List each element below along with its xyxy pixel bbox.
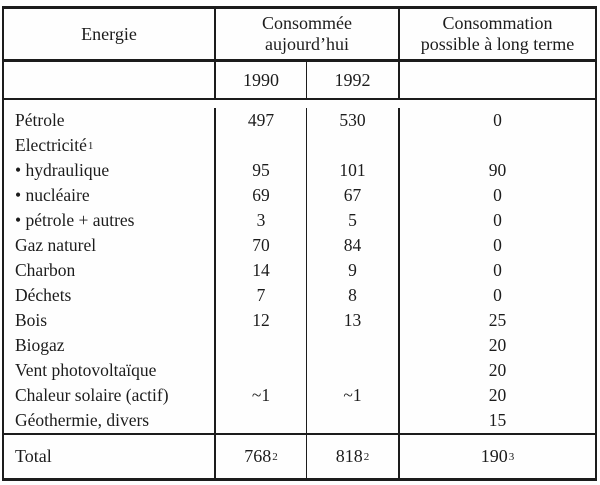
- header-energie: Energie: [4, 9, 216, 59]
- value-1990: [216, 358, 307, 383]
- value-long-term: 0: [493, 285, 502, 305]
- value-long-term: 0: [493, 210, 502, 230]
- header-consommation-possible: Consommation possible à long terme: [400, 9, 595, 59]
- row-label: Electricité: [15, 135, 87, 155]
- value-long-term: 20: [488, 335, 507, 355]
- value-1992: [307, 358, 400, 383]
- header-possible-line1: Consommation: [442, 13, 553, 33]
- value-1992: [307, 333, 400, 358]
- table-body: Pétrole 497 530 0 Electricité 1 • hydraul…: [4, 100, 595, 435]
- value-1990: 12: [216, 308, 307, 333]
- table-row-electricite: Electricité 1: [4, 133, 595, 158]
- value-long-term: 20: [488, 360, 507, 380]
- row-label: Biogaz: [15, 335, 65, 355]
- row-label: Bois: [15, 310, 48, 330]
- row-label: Géothermie, divers: [15, 410, 150, 430]
- row-label: Charbon: [15, 260, 76, 280]
- value-1990: 95: [216, 158, 307, 183]
- header-consommee-line1: Consommée: [262, 13, 352, 33]
- value-1990: 3: [216, 208, 307, 233]
- value-1992: 13: [307, 308, 400, 333]
- table-year-row: 1990 1992: [4, 62, 595, 100]
- table-total-row: Total 768 2 818 2 190 3: [4, 435, 595, 478]
- value-long-term: 0: [493, 185, 502, 205]
- value-long-term: 20: [488, 385, 507, 405]
- table-header-row: Energie Consommée aujourd’hui Consommati…: [4, 9, 595, 62]
- value-long-term: 25: [488, 310, 507, 330]
- value-1992: ~1: [307, 383, 400, 408]
- value-1990: 497: [216, 108, 307, 133]
- row-label: • hydraulique: [15, 160, 110, 180]
- value-1990: [216, 133, 307, 158]
- row-label: • nucléaire: [15, 185, 90, 205]
- value-1990: 70: [216, 233, 307, 258]
- year-row-empty-right: [400, 62, 595, 98]
- value-long-term: 0: [493, 260, 502, 280]
- value-1992: 9: [307, 258, 400, 283]
- value-1990: 69: [216, 183, 307, 208]
- total-long-term: 190 3: [480, 446, 515, 466]
- value-1992: 67: [307, 183, 400, 208]
- value-1990: 14: [216, 258, 307, 283]
- total-1990: 768 2: [216, 435, 307, 478]
- header-consommee-aujourdhui: Consommée aujourd’hui: [216, 9, 400, 59]
- energy-consumption-table: Energie Consommée aujourd’hui Consommati…: [2, 6, 597, 481]
- value-1992: [307, 408, 400, 433]
- value-long-term: 90: [488, 160, 507, 180]
- value-1990: [216, 333, 307, 358]
- row-label: Vent photovoltaïque: [15, 360, 157, 380]
- value-1990: ~1: [216, 383, 307, 408]
- table-row-nucleaire: • nucléaire 69 67 0: [4, 183, 595, 208]
- row-label: Déchets: [15, 285, 72, 305]
- header-possible-line2: possible à long terme: [420, 34, 575, 54]
- header-consommee-line2: aujourd’hui: [265, 34, 349, 54]
- value-1990: [216, 408, 307, 433]
- row-label: Chaleur solaire (actif): [15, 385, 169, 405]
- header-energie-label: Energie: [81, 23, 137, 44]
- value-long-term: 0: [493, 110, 502, 130]
- value-1992: 530: [307, 108, 400, 133]
- table-row-hydraulique: • hydraulique 95 101 90: [4, 158, 595, 183]
- value-1992: [307, 133, 400, 158]
- table-row-dechets: Déchets 7 8 0: [4, 283, 595, 308]
- table-row-petrole-autres: • pétrole + autres 3 5 0: [4, 208, 595, 233]
- year-row-empty-left: [4, 62, 216, 98]
- value-1992: 101: [307, 158, 400, 183]
- value-long-term: 0: [493, 235, 502, 255]
- total-1992: 818 2: [307, 435, 400, 478]
- table-row-biogaz: Biogaz 20: [4, 333, 595, 358]
- value-1992: 8: [307, 283, 400, 308]
- table-row-chaleur-solaire: Chaleur solaire (actif) ~1 ~1 20: [4, 383, 595, 408]
- value-1992: 84: [307, 233, 400, 258]
- table-row-charbon: Charbon 14 9 0: [4, 258, 595, 283]
- value-long-term: [400, 133, 595, 158]
- value-1992: 5: [307, 208, 400, 233]
- table-row-petrole: Pétrole 497 530 0: [4, 108, 595, 133]
- total-label: Total: [4, 435, 216, 478]
- row-label: Gaz naturel: [15, 235, 97, 255]
- table-row-geothermie: Géothermie, divers 15: [4, 408, 595, 433]
- table-row-bois: Bois 12 13 25: [4, 308, 595, 333]
- value-1990: 7: [216, 283, 307, 308]
- table-row-gaz-naturel: Gaz naturel 70 84 0: [4, 233, 595, 258]
- row-label: • pétrole + autres: [15, 210, 135, 230]
- row-label: Pétrole: [15, 110, 65, 130]
- header-year-1990: 1990: [216, 62, 307, 98]
- value-long-term: 15: [488, 410, 507, 430]
- header-year-1992: 1992: [307, 62, 400, 98]
- table-row-vent-photovoltaique: Vent photovoltaïque 20: [4, 358, 595, 383]
